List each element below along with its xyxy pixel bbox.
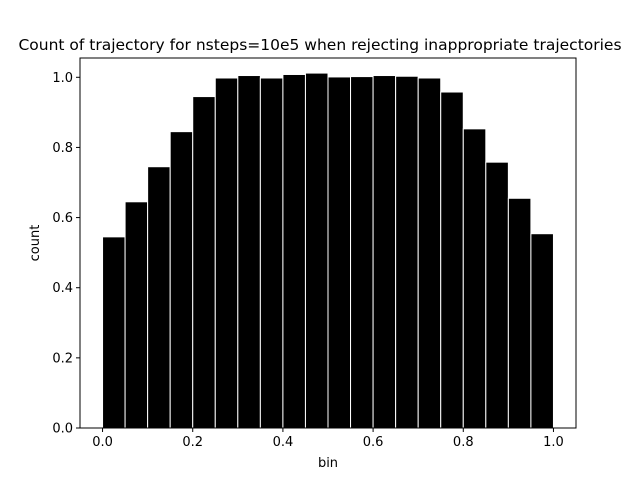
y-tick-label-1: 0.2 (52, 351, 73, 366)
chart-title: Count of trajectory for nsteps=10e5 when… (18, 36, 621, 54)
bar-6 (237, 75, 261, 429)
y-axis-ticks: 0.0 0.2 0.4 0.6 0.8 1.0 (52, 71, 80, 437)
bar-9 (304, 72, 329, 429)
bar-17 (485, 161, 509, 429)
plot-area-frame (79, 57, 577, 429)
y-tick-label-2: 0.4 (52, 281, 73, 296)
x-axis-ticks: 0.0 0.2 0.4 0.6 0.8 1.0 (92, 428, 564, 450)
bar-8 (282, 73, 306, 429)
bar-5 (214, 77, 239, 429)
x-tick-label-4: 0.8 (453, 435, 474, 450)
bar-14 (417, 77, 442, 429)
bar-2 (147, 166, 171, 429)
bar-19 (530, 233, 554, 429)
bar-10 (327, 76, 352, 429)
y-tick-label-3: 0.6 (52, 211, 73, 226)
y-tick-label-4: 0.8 (52, 141, 73, 156)
bar-4 (192, 96, 216, 429)
x-axis-label: bin (318, 456, 338, 471)
bar-15 (440, 91, 464, 429)
x-tick-label-2: 0.4 (273, 435, 294, 450)
y-axis-label: count (28, 225, 43, 262)
bar-3 (169, 131, 194, 429)
x-tick-label-0: 0.0 (92, 435, 113, 450)
bar-16 (462, 128, 487, 429)
x-tick-label-5: 1.0 (543, 435, 564, 450)
x-tick-label-3: 0.6 (363, 435, 384, 450)
x-tick-label-1: 0.2 (182, 435, 203, 450)
bar-12 (372, 75, 397, 429)
bar-13 (395, 75, 419, 429)
bar-7 (259, 77, 284, 429)
bar-1 (124, 201, 149, 429)
bar-11 (350, 76, 374, 429)
bar-0 (102, 236, 126, 429)
bar-18 (507, 197, 532, 429)
bars-group (102, 72, 554, 429)
y-tick-label-0: 0.0 (52, 422, 73, 437)
y-tick-label-5: 1.0 (52, 71, 73, 86)
